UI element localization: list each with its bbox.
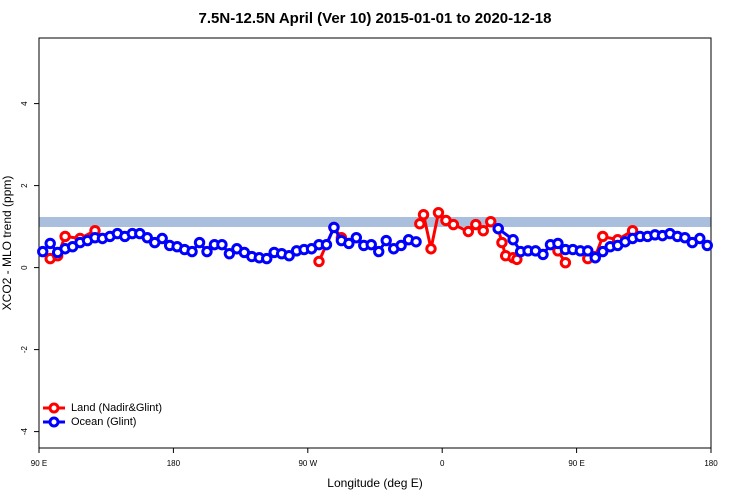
x-tick-label: 180 [167,459,181,468]
data-point [559,256,572,269]
data-point [589,252,601,264]
data-point [328,221,340,234]
data-point [552,237,564,250]
y-tick-label: -2 [20,345,29,353]
data-point [37,245,49,258]
data-point [470,218,482,231]
y-tick-label: -4 [20,427,29,435]
data-point [597,245,609,258]
data-point [701,239,713,252]
data-point [313,255,325,268]
data-point [216,238,228,251]
data-point [343,237,355,250]
y-tick-label: 4 [20,101,29,106]
data-point [186,245,198,258]
data-point [432,206,445,219]
data-point [395,239,407,252]
data-point [679,231,691,244]
data-point [582,245,594,257]
data-point [477,225,489,237]
legend-marker [48,402,60,414]
y-axis-label: XCO2 - MLO trend (ppm) [0,176,14,311]
x-tick-label: 180 [704,459,718,468]
data-point [410,236,422,248]
data-point [141,231,153,244]
data-point [597,230,609,243]
data-point [694,232,706,245]
data-point [365,238,377,251]
x-tick-label: 90 W [298,459,317,468]
data-point [283,250,295,262]
data-point [350,231,363,244]
data-point [320,238,333,251]
data-point [417,209,430,221]
data-point [261,252,273,265]
y-tick-label: 0 [20,265,29,270]
data-point [373,245,385,258]
legend-label: Ocean (Glint) [71,416,136,428]
data-point [492,222,504,235]
data-point [496,236,508,249]
data-point [59,230,71,243]
data-point [414,218,426,230]
data-point [485,215,497,228]
data-point [44,237,56,250]
legend-marker [48,416,60,428]
data-point [201,245,213,258]
data-point [507,234,519,246]
x-tick-label: 90 E [31,459,47,468]
x-tick-label: 90 E [568,459,584,468]
data-point [462,225,475,238]
y-tick-label: 2 [20,183,29,188]
data-point [447,218,460,231]
data-point [193,236,206,249]
x-axis-label: Longitude (deg E) [327,476,422,490]
x-tick-label: 0 [440,459,445,468]
data-point [223,247,236,260]
data-point [156,232,168,245]
data-point [425,243,437,255]
land-mask-band [39,217,711,227]
legend-label: Land (Nadir&Glint) [71,402,162,414]
data-point [537,248,549,261]
data-point [380,234,392,247]
chart-title: 7.5N-12.5N April (Ver 10) 2015-01-01 to … [199,10,552,27]
